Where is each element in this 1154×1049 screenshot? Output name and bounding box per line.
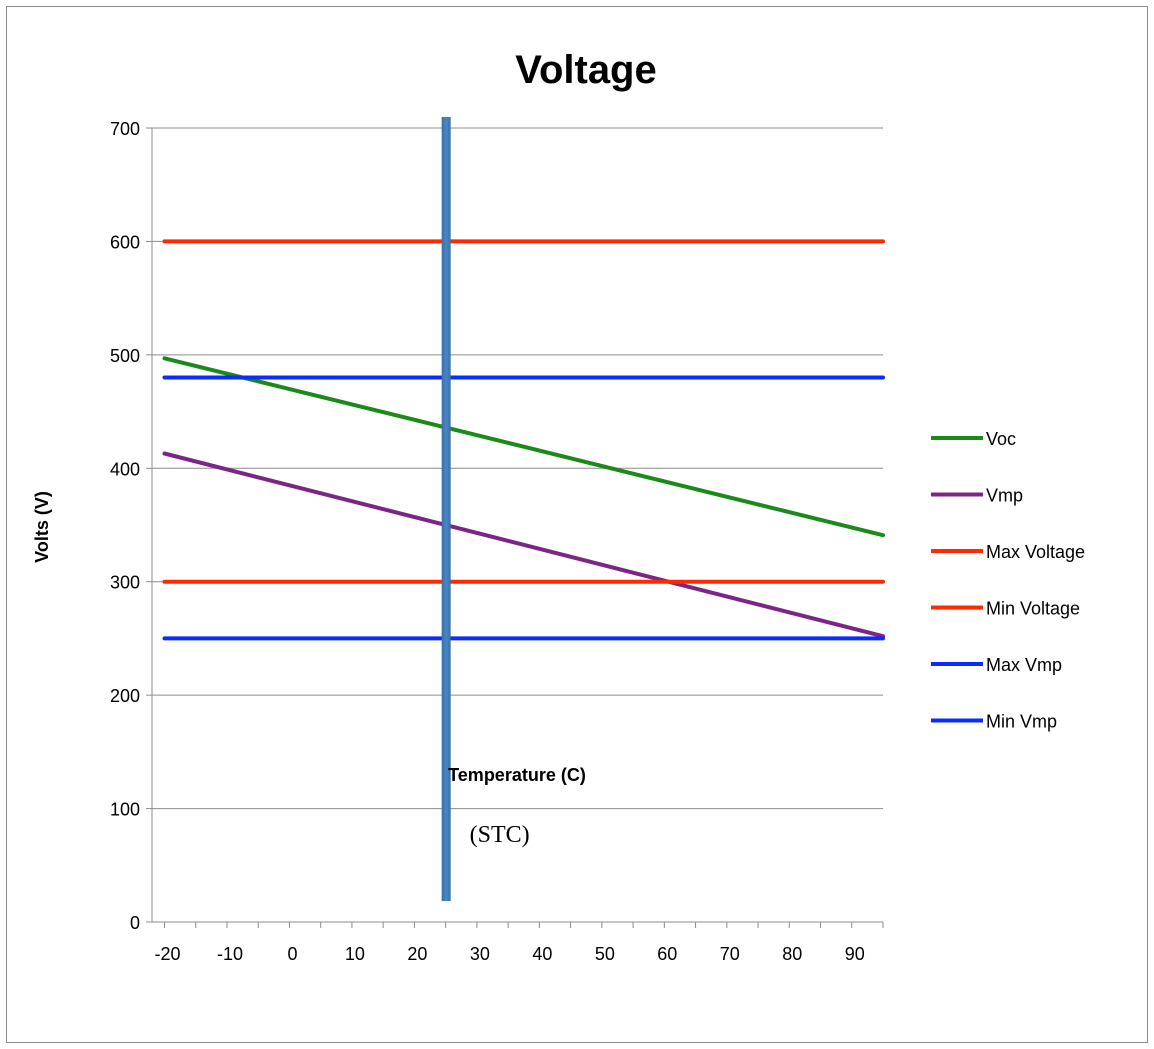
- y-tick-label: 100: [110, 800, 140, 820]
- y-tick-label: 300: [110, 573, 140, 593]
- legend-label: Vmp: [986, 486, 1023, 506]
- chart-frame: Voltage 0 100 200 300 400 500 600 700 -20 -10 0 10…: [6, 6, 1148, 1043]
- series-lines: [162, 239, 885, 641]
- stc-marker-bar: [441, 117, 451, 901]
- grid-lines: [152, 127, 883, 810]
- y-axis-label: Volts (V): [32, 491, 52, 563]
- legend-label: Max Voltage: [986, 542, 1085, 562]
- axes: [146, 127, 884, 928]
- x-tick-label: 70: [720, 944, 740, 964]
- legend-label: Voc: [986, 429, 1016, 449]
- x-tick-label: 20: [407, 944, 427, 964]
- legend: Voc Vmp Max Voltage Min Voltage Max Vmp Min V…: [931, 429, 1085, 732]
- series-line-vmp: [162, 451, 885, 639]
- x-tick-label: 40: [532, 944, 552, 964]
- y-tick-label: 600: [110, 232, 140, 252]
- x-tick-label: 80: [782, 944, 802, 964]
- y-tick-labels: 0 100 200 300 400 500 600 700: [110, 119, 140, 933]
- x-axis-label: Temperature (C): [448, 765, 586, 785]
- legend-label: Min Voltage: [986, 599, 1080, 619]
- x-tick-label: 50: [595, 944, 615, 964]
- x-tick-label: -20: [154, 944, 180, 964]
- y-tick-label: 400: [110, 459, 140, 479]
- y-tick-label: 0: [130, 913, 140, 933]
- x-tick-label: 10: [345, 944, 365, 964]
- y-tick-label: 500: [110, 346, 140, 366]
- y-tick-label: 200: [110, 686, 140, 706]
- x-tick-label: 90: [845, 944, 865, 964]
- x-tick-label: 30: [470, 944, 490, 964]
- x-tick-label: -10: [217, 944, 243, 964]
- stc-annotation: (STC): [441, 117, 530, 901]
- x-tick-label: 60: [657, 944, 677, 964]
- y-tick-label: 700: [110, 119, 140, 139]
- chart-title: Voltage: [515, 48, 657, 92]
- x-tick-label: 0: [287, 944, 297, 964]
- series-line-voc: [162, 356, 885, 538]
- stc-label: (STC): [470, 822, 530, 848]
- x-tick-labels: -20 -10 0 10 20 30 40 50 60 70 80 90: [154, 944, 864, 964]
- legend-label: Max Vmp: [986, 655, 1062, 675]
- voltage-chart: Voltage 0 100 200 300 400 500 600 700 -20 -10 0 10…: [32, 48, 1085, 964]
- legend-label: Min Vmp: [986, 712, 1057, 732]
